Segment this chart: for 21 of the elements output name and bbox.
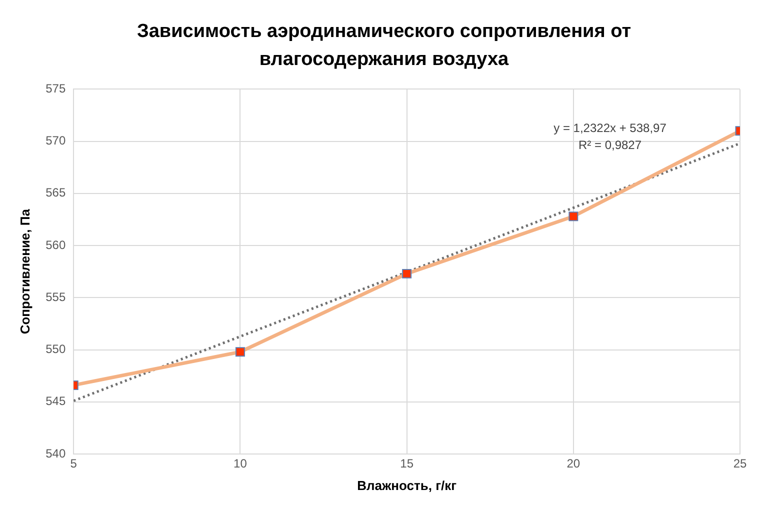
- point: [402, 268, 412, 278]
- x-tick-label: 10: [234, 456, 248, 471]
- y-tick-label: 570: [46, 134, 66, 148]
- x-tick-label: 15: [400, 456, 414, 471]
- y-tick-label: 540: [46, 446, 66, 460]
- y-tick-label: 575: [46, 82, 66, 96]
- annotation: R² = 0,9827: [578, 138, 642, 152]
- annotation: y = 1,2322x + 538,97: [554, 121, 667, 136]
- x-tick-label: 20: [566, 456, 580, 471]
- point: [235, 347, 245, 357]
- y-tick-label: 565: [46, 186, 66, 200]
- y-tick-label: 555: [46, 290, 66, 304]
- y-axis-title: Сопротивление, Па: [17, 208, 32, 334]
- y-tick-label: 560: [46, 238, 66, 252]
- y-tick-label: 545: [46, 394, 66, 408]
- point: [568, 212, 578, 222]
- y-tick-label: 550: [46, 342, 66, 356]
- x-axis-title: Влажность, г/кг: [357, 478, 458, 493]
- x-tick-label: 25: [733, 456, 747, 471]
- chart-title: Зависимость аэродинамического сопротивления от влагосодержания воздуха: [136, 20, 632, 72]
- x-tick-label: 5: [70, 456, 78, 471]
